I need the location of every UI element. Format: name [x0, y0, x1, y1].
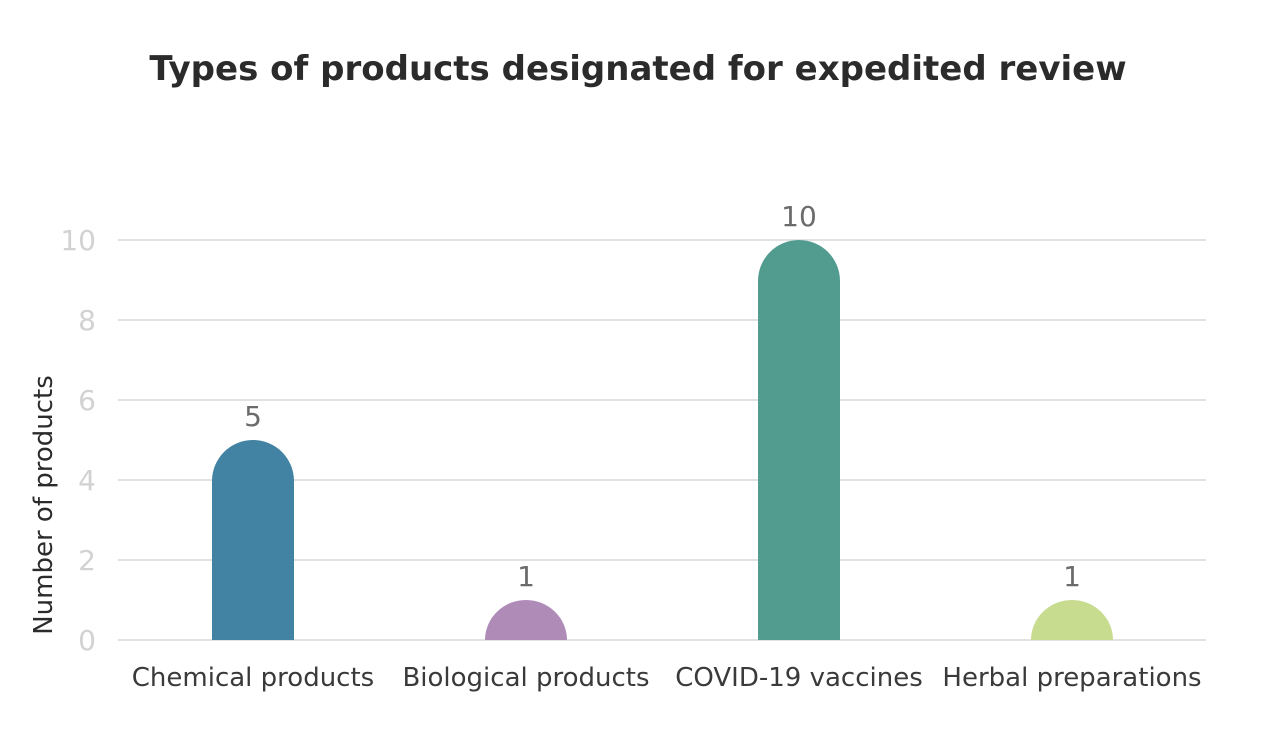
y-axis-title: Number of products	[29, 375, 59, 635]
x-category-label-0: Chemical products	[132, 663, 374, 693]
x-category-label-1: Biological products	[402, 663, 649, 693]
y-axis-ticks: 0 2 4 6 8 10	[60, 224, 96, 657]
y-tick-label-0: 0	[78, 624, 96, 657]
y-tick-label-8: 8	[78, 304, 96, 337]
y-tick-label-4: 4	[78, 464, 96, 497]
chart-title: Types of products designated for expedit…	[149, 49, 1126, 89]
data-label-0: 5	[244, 400, 262, 433]
data-label-2: 10	[781, 200, 817, 233]
data-label-1: 1	[517, 560, 535, 593]
bar-herbal-preparations	[1031, 600, 1113, 640]
y-tick-label-6: 6	[78, 384, 96, 417]
x-category-label-3: Herbal preparations	[942, 663, 1201, 693]
x-category-label-2: COVID-19 vaccines	[675, 663, 923, 693]
data-labels: 5 1 10 1	[244, 200, 1081, 593]
x-axis-categories: Chemical products Biological products COVI…	[132, 663, 1202, 693]
bars	[212, 240, 1113, 640]
bar-covid-19-vaccines	[758, 240, 840, 640]
y-tick-label-10: 10	[60, 224, 96, 257]
bar-biological-products	[485, 600, 567, 640]
bar-chemical-products	[212, 440, 294, 640]
data-label-3: 1	[1063, 560, 1081, 593]
y-tick-label-2: 2	[78, 544, 96, 577]
gridlines	[118, 239, 1206, 641]
